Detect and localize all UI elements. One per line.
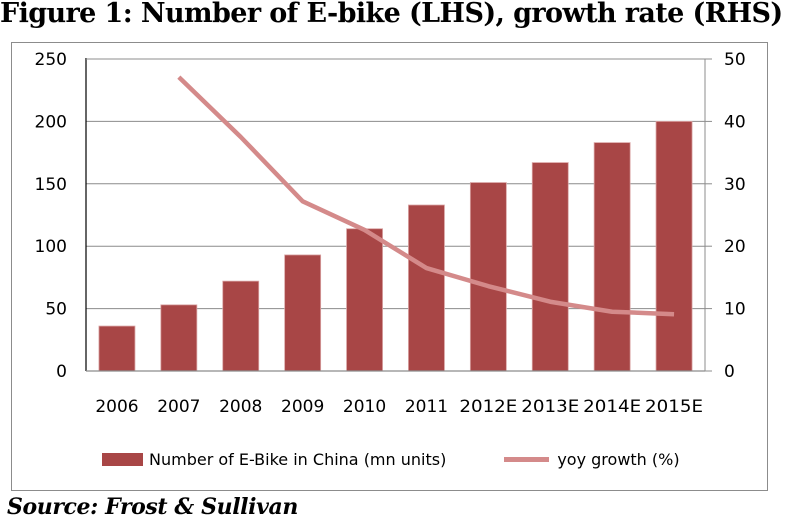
legend-bar-swatch-icon <box>102 452 143 466</box>
bar <box>222 280 260 372</box>
axes <box>85 58 712 372</box>
bar-series <box>98 121 693 372</box>
x-axis-ticks: 2006 2007 2008 2009 2010 2011 2012E 2013E 2014E 2… <box>95 397 703 417</box>
x-tick-label: 2014E <box>583 397 641 417</box>
y-tick-label: 0 <box>56 362 67 382</box>
bar <box>531 162 569 372</box>
bar <box>408 204 445 372</box>
x-tick-label: 2015E <box>645 397 703 417</box>
y2-tick-label: 30 <box>724 175 746 195</box>
x-tick-label: 2009 <box>281 397 324 417</box>
legend-line-swatch-icon <box>504 456 550 462</box>
legend: Number of E-Bike in China (mn units) yoy… <box>102 448 680 470</box>
y2-tick-label: 10 <box>724 300 746 320</box>
x-tick-label: 2013E <box>521 397 579 417</box>
y2-tick-label: 50 <box>724 50 746 70</box>
y-tick-label: 50 <box>45 300 67 320</box>
right-axis-ticks: 0 10 20 30 40 50 <box>724 50 746 382</box>
bar <box>284 254 322 372</box>
x-tick-label: 2012E <box>459 397 517 417</box>
left-axis-ticks: 0 50 100 150 200 250 <box>35 50 67 382</box>
line-series <box>177 75 675 317</box>
legend-line-label: yoy growth (%) <box>557 449 680 469</box>
legend-bar-label: Number of E-Bike in China (mn units) <box>149 449 447 469</box>
x-tick-label: 2006 <box>95 397 138 417</box>
y2-tick-label: 0 <box>724 362 735 382</box>
y-tick-label: 150 <box>35 175 67 195</box>
chart-frame <box>11 42 768 491</box>
x-tick-label: 2011 <box>405 397 448 417</box>
y-tick-label: 200 <box>35 112 67 132</box>
source-note: Source: Frost & Sullivan <box>7 494 298 520</box>
y2-tick-label: 40 <box>724 112 746 132</box>
y-tick-label: 100 <box>35 237 67 257</box>
figure-title: Figure 1: Number of E-bike (LHS), growth… <box>0 0 783 29</box>
x-tick-label: 2010 <box>343 397 386 417</box>
x-tick-label: 2007 <box>157 397 200 417</box>
bar <box>655 121 693 372</box>
bar <box>160 304 198 372</box>
bar <box>346 228 383 372</box>
bar <box>593 142 631 372</box>
y2-tick-label: 20 <box>724 237 746 257</box>
y-tick-label: 250 <box>35 50 67 70</box>
x-tick-label: 2008 <box>219 397 262 417</box>
bar <box>98 325 136 372</box>
bar <box>469 182 507 372</box>
